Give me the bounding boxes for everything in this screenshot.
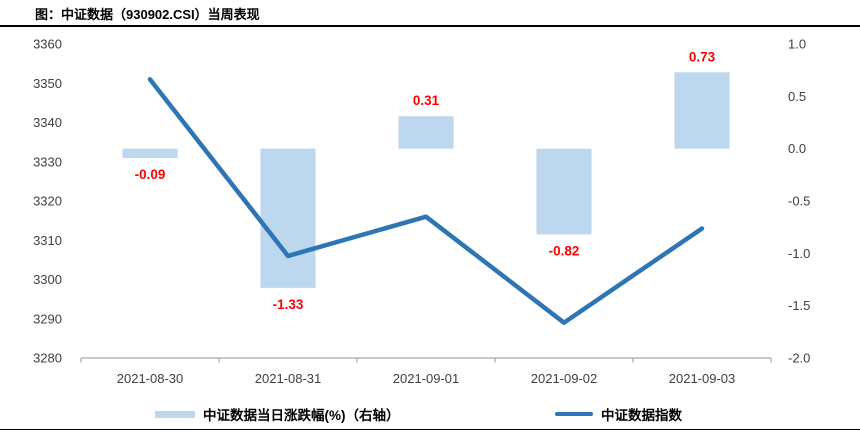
right-axis-tick-label: 0.0 [788, 141, 806, 156]
bar-series-label: 中证数据当日涨跌幅(%)（右轴） [203, 408, 400, 423]
x-axis-tick-label: 2021-08-30 [117, 371, 184, 386]
right-axis-tick-label: -0.5 [788, 194, 810, 209]
left-axis-tick-label: 3360 [33, 37, 62, 52]
line-series-label: 中证数据指数 [601, 408, 682, 423]
left-axis-tick-label: 3300 [33, 272, 62, 287]
left-axis-tick-label: 3330 [33, 154, 62, 169]
left-axis-tick-label: 3310 [33, 233, 62, 248]
bar-value-label: -1.33 [273, 297, 304, 312]
title-divider-line [0, 25, 860, 27]
right-axis-tick-label: -1.0 [788, 246, 810, 261]
bar-2021-09-03 [674, 72, 730, 149]
x-axis-tick-label: 2021-09-02 [531, 371, 598, 386]
left-axis-tick-label: 3350 [33, 76, 62, 91]
left-axis-tick-label: 3320 [33, 194, 62, 209]
left-axis-tick-label: 3280 [33, 351, 62, 366]
bar-2021-08-31 [260, 148, 316, 288]
left-axis-tick-label: 3290 [33, 311, 62, 326]
chart-title: 图：中证数据（930902.CSI）当周表现 [35, 7, 260, 22]
bar-value-label: 0.31 [413, 93, 440, 108]
index-line-series [147, 77, 705, 325]
bottom-border-line [0, 429, 860, 430]
bar-value-label: -0.09 [135, 167, 166, 182]
right-axis-tick-label: 0.5 [788, 89, 806, 104]
legend-item-bar-series: 中证数据当日涨跌幅(%)（右轴） [155, 404, 400, 424]
x-axis-tick-label: 2021-09-03 [669, 371, 736, 386]
chart-legend: 中证数据当日涨跌幅(%)（右轴） 中证数据指数 [0, 404, 860, 426]
legend-item-line-series: 中证数据指数 [555, 404, 682, 424]
bar-value-label: 0.73 [689, 49, 716, 64]
line-series-swatch [555, 411, 593, 417]
x-axis-tick-label: 2021-09-01 [393, 371, 460, 386]
left-axis-tick-label: 3340 [33, 115, 62, 130]
bar-2021-08-30 [122, 148, 178, 159]
right-axis-tick-label: 1.0 [788, 37, 806, 52]
bar-value-label: -0.82 [549, 243, 580, 258]
x-axis-tick-label: 2021-08-31 [255, 371, 322, 386]
bar-2021-09-01 [398, 116, 454, 149]
bar-series-swatch [155, 410, 195, 418]
right-axis-tick-label: -1.5 [788, 298, 810, 313]
right-axis-tick-label: -2.0 [788, 351, 810, 366]
bar-2021-09-02 [536, 148, 592, 235]
